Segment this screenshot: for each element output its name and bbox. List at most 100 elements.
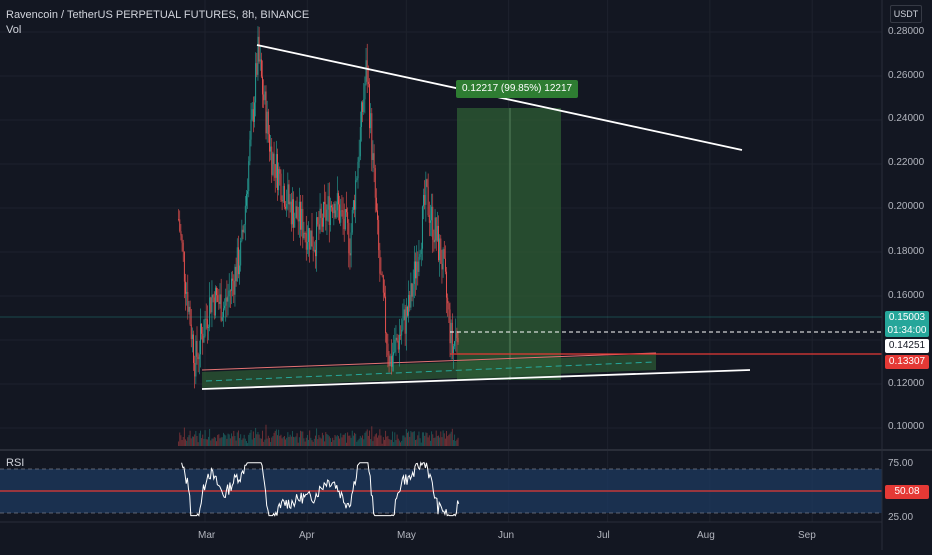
volume-bar: [264, 439, 266, 446]
volume-bar: [348, 435, 350, 446]
volume-bar: [442, 430, 444, 446]
candle: [371, 107, 373, 172]
candle-body: [426, 179, 428, 187]
candle-body: [200, 323, 201, 355]
candle-body: [209, 297, 211, 328]
candle: [400, 325, 401, 340]
volume-bar: [389, 439, 391, 446]
volume-bar: [287, 432, 289, 446]
candle-body: [450, 322, 452, 344]
candle-body: [433, 239, 435, 243]
volume-bar: [257, 432, 259, 446]
measure-label[interactable]: 0.12217 (99.85%) 12217: [456, 80, 579, 98]
candle-body: [304, 232, 306, 234]
candle-body: [311, 230, 313, 247]
candle: [296, 196, 298, 220]
volume-bar: [352, 435, 354, 446]
candle-body: [374, 168, 376, 198]
candle-body: [372, 153, 374, 160]
candle: [411, 282, 413, 302]
candle: [246, 190, 247, 213]
candle: [256, 52, 258, 78]
candle-body: [250, 119, 252, 140]
candle-body: [392, 355, 393, 367]
candle: [387, 334, 389, 368]
candle-body: [366, 60, 368, 82]
candle: [434, 209, 436, 249]
channel-band[interactable]: [202, 354, 656, 388]
volume-bar: [225, 435, 227, 446]
candle-body: [415, 261, 416, 279]
candle-body: [436, 225, 438, 241]
candle-body: [385, 296, 387, 333]
volume-bar: [371, 426, 373, 446]
volume-bar: [457, 437, 459, 446]
volume-bar: [251, 439, 253, 446]
candle-body: [344, 209, 346, 230]
candle: [374, 164, 376, 213]
candle: [228, 273, 230, 308]
currency-badge[interactable]: USDT: [890, 5, 922, 23]
candle: [180, 223, 182, 241]
volume-bar: [440, 431, 442, 446]
volume-bar: [195, 430, 197, 446]
candle-body: [258, 36, 260, 62]
candle: [265, 85, 267, 140]
candle-body: [320, 208, 322, 218]
time-label: Sep: [798, 530, 816, 541]
volume-bar: [189, 430, 191, 446]
candle: [198, 340, 200, 375]
volume-bar: [421, 432, 423, 446]
candle-body: [418, 257, 420, 272]
candle-body: [214, 287, 216, 316]
volume-bar: [382, 437, 384, 446]
volume-bar: [455, 440, 457, 446]
candle-body: [324, 201, 326, 205]
candle: [201, 323, 203, 340]
candle: [349, 238, 351, 270]
channel-band-top-edge: [201, 352, 657, 371]
candle: [357, 157, 359, 189]
candle-body: [296, 206, 298, 220]
candle-body: [389, 356, 391, 366]
lower-trendline[interactable]: [201, 369, 751, 390]
candle-body: [312, 246, 314, 251]
volume-bar: [216, 441, 217, 446]
rsi-label[interactable]: RSI: [6, 457, 25, 469]
candle: [193, 330, 194, 371]
candle-body: [423, 195, 424, 207]
candle-body: [379, 250, 381, 274]
price-tick: 0.16000: [888, 290, 925, 301]
candle: [441, 249, 443, 284]
candle: [229, 289, 231, 308]
candle-body: [216, 287, 217, 296]
candle: [247, 178, 249, 209]
candle: [432, 193, 434, 253]
candle-body: [239, 265, 240, 275]
volume-bar: [280, 434, 282, 446]
volume-bar: [224, 434, 226, 446]
candle: [319, 193, 321, 234]
candle: [239, 249, 240, 285]
volume-bar: [183, 427, 185, 446]
volume-bar: [255, 427, 257, 446]
volume-bar: [443, 433, 445, 446]
candle: [338, 190, 339, 221]
target-zone[interactable]: [457, 108, 561, 380]
candle-body: [194, 362, 196, 377]
candle-body: [217, 295, 219, 302]
volume-bar: [361, 437, 362, 446]
volume-bar: [355, 433, 357, 446]
symbol-title[interactable]: Ravencoin / TetherUS PERPETUAL FUTURES, …: [6, 9, 310, 21]
volume-bar: [194, 434, 196, 446]
volume-bar: [380, 435, 382, 446]
candle-body: [212, 294, 214, 298]
volume-bar: [319, 437, 321, 446]
price-tick: 0.26000: [888, 70, 925, 81]
volume-label[interactable]: Vol: [6, 24, 22, 36]
volume-bar: [384, 439, 385, 446]
volume-bar: [181, 439, 183, 446]
volume-bar: [385, 430, 387, 446]
